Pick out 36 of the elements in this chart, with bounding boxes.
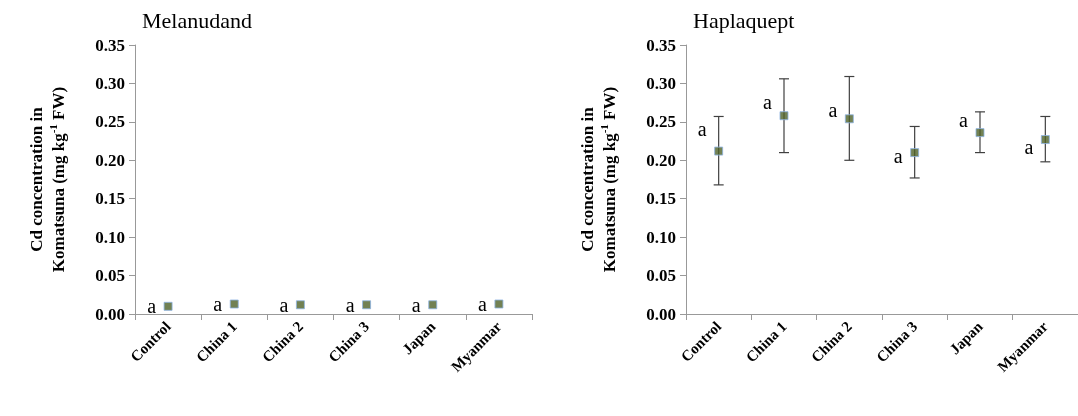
- point: [714, 146, 724, 156]
- y-tick-label: 0.30: [646, 73, 676, 93]
- y-tick-label: 0.25: [646, 112, 676, 132]
- y-tick-label: 0.05: [95, 266, 125, 286]
- y-tick-label: 0.20: [95, 150, 125, 170]
- chart-title: Melanudand: [142, 7, 252, 33]
- annotation: a: [763, 90, 773, 113]
- y-tick-label: 0.20: [646, 150, 676, 170]
- annotation: a: [1024, 136, 1034, 159]
- point: [844, 114, 854, 124]
- y-tick-label: 0.35: [95, 35, 125, 55]
- annotation: a: [411, 293, 421, 316]
- y-tick-label: 0.00: [95, 304, 125, 324]
- y-tick-label: 0.25: [95, 112, 125, 132]
- chart-title: Haplaquept: [693, 7, 795, 33]
- y-tick-label: 0.15: [646, 189, 676, 209]
- annotation: a: [893, 144, 903, 167]
- point: [910, 148, 920, 158]
- y-tick-label: 0.10: [95, 227, 125, 247]
- point: [779, 111, 789, 121]
- annotation: a: [345, 293, 355, 316]
- y-tick-label: 0.00: [646, 304, 676, 324]
- y-tick-label: 0.35: [646, 35, 676, 55]
- y-tick-label: 0.05: [646, 266, 676, 286]
- y-tick-label: 0.10: [646, 227, 676, 247]
- y-tick-label: 0.30: [95, 73, 125, 93]
- point: [975, 128, 985, 138]
- annotation: a: [279, 293, 289, 316]
- point: [1040, 135, 1050, 145]
- annotation: a: [697, 117, 707, 140]
- annotation: a: [147, 295, 157, 318]
- annotation: a: [213, 293, 223, 316]
- annotation: a: [959, 109, 969, 132]
- y-tick-label: 0.15: [95, 189, 125, 209]
- annotation: a: [478, 293, 488, 316]
- annotation: a: [828, 98, 838, 121]
